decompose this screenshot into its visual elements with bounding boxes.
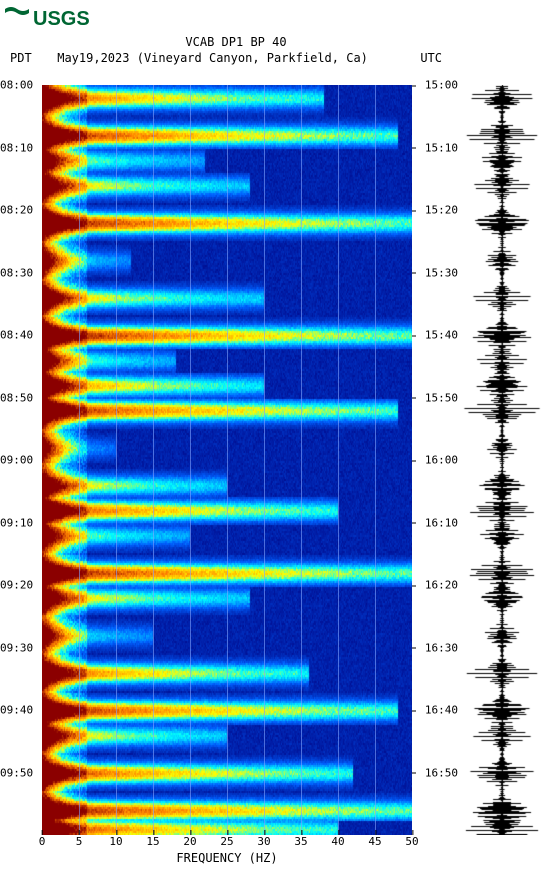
y-right-tick: 16:00 <box>418 454 458 467</box>
y-left-tick: 08:50 <box>0 391 40 404</box>
y-right-tick: 16:20 <box>418 579 458 592</box>
y-left-tick: 08:20 <box>0 204 40 217</box>
x-tick: 15 <box>146 835 159 848</box>
y-right-tick: 15:30 <box>418 266 458 279</box>
x-tick: 35 <box>294 835 307 848</box>
y-right-tick: 16:50 <box>418 766 458 779</box>
x-tick: 45 <box>368 835 381 848</box>
y-left-tick: 09:10 <box>0 516 40 529</box>
y-left-tick: 09:50 <box>0 766 40 779</box>
gridline <box>79 85 80 835</box>
x-tick: 5 <box>76 835 83 848</box>
title-location: (Vineyard Canyon, Parkfield, Ca) <box>137 51 368 65</box>
y-right-tick: 15:50 <box>418 391 458 404</box>
x-tick: 50 <box>405 835 418 848</box>
gridline <box>227 85 228 835</box>
y-axis-right: 15:0015:1015:2015:3015:4015:5016:0016:10… <box>418 85 458 835</box>
gridline <box>116 85 117 835</box>
y-left-tick: 08:00 <box>0 79 40 92</box>
x-tick: 10 <box>109 835 122 848</box>
svg-text:USGS: USGS <box>33 8 90 30</box>
y-left-tick: 09:20 <box>0 579 40 592</box>
x-tick: 25 <box>220 835 233 848</box>
title-line1: VCAB DP1 BP 40 <box>0 35 552 51</box>
y-right-tick: 16:10 <box>418 516 458 529</box>
y-right-tick: 16:40 <box>418 704 458 717</box>
usgs-logo: USGS <box>5 5 100 33</box>
x-tick: 30 <box>257 835 270 848</box>
y-axis-left: 08:0008:1008:2008:3008:4008:5009:0009:10… <box>0 85 40 835</box>
gridline <box>153 85 154 835</box>
y-left-tick: 09:00 <box>0 454 40 467</box>
y-right-tick: 15:00 <box>418 79 458 92</box>
y-right-tick: 15:10 <box>418 141 458 154</box>
x-axis-label: FREQUENCY (HZ) <box>42 851 412 865</box>
x-axis: FREQUENCY (HZ) 05101520253035404550 <box>42 835 412 885</box>
x-tick: 40 <box>331 835 344 848</box>
tz-left: PDT <box>10 51 50 67</box>
spectrogram-plot <box>42 85 412 835</box>
y-left-tick: 08:30 <box>0 266 40 279</box>
gridline <box>338 85 339 835</box>
x-tick: 20 <box>183 835 196 848</box>
waveform-canvas <box>460 85 545 835</box>
y-right-tick: 16:30 <box>418 641 458 654</box>
title-date: May19,2023 <box>57 51 129 65</box>
gridline <box>375 85 376 835</box>
gridline <box>190 85 191 835</box>
y-right-tick: 15:40 <box>418 329 458 342</box>
y-left-tick: 09:40 <box>0 704 40 717</box>
y-right-tick: 15:20 <box>418 204 458 217</box>
y-left-tick: 08:10 <box>0 141 40 154</box>
waveform-plot <box>460 85 545 835</box>
chart-title: VCAB DP1 BP 40 PDT May19,2023 (Vineyard … <box>0 35 552 66</box>
tz-right: UTC <box>420 51 442 67</box>
x-tick: 0 <box>39 835 46 848</box>
gridline <box>264 85 265 835</box>
title-line2: PDT May19,2023 (Vineyard Canyon, Parkfie… <box>0 51 552 67</box>
gridline <box>301 85 302 835</box>
y-left-tick: 09:30 <box>0 641 40 654</box>
y-left-tick: 08:40 <box>0 329 40 342</box>
